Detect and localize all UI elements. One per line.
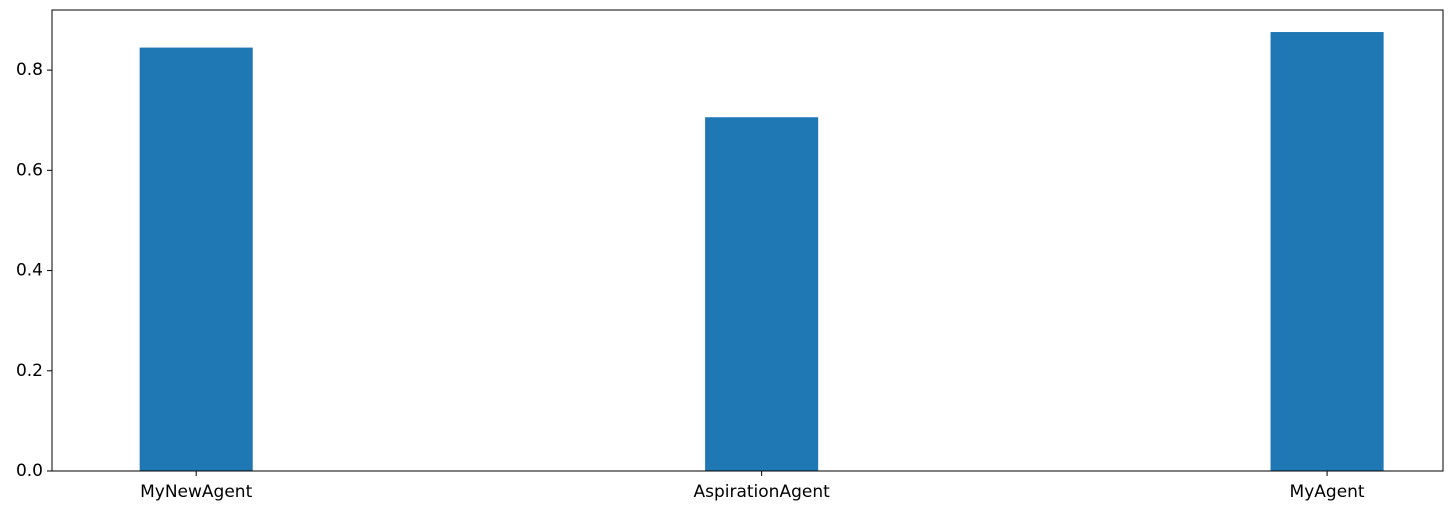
bar-aspirationagent [705, 117, 819, 471]
y-tick-label: 0.8 [16, 60, 43, 80]
x-tick-label-aspirationagent: AspirationAgent [693, 482, 830, 502]
bar-mynewagent [139, 47, 253, 472]
y-tick-label: 0.2 [16, 361, 43, 381]
y-tick-label: 0.6 [16, 160, 43, 180]
bars-group [139, 32, 1384, 472]
x-tick-label-mynewagent: MyNewAgent [140, 482, 252, 502]
y-tick-label: 0.0 [16, 461, 43, 481]
y-axis: 0.0 0.2 0.4 0.6 0.8 [16, 60, 52, 481]
bar-myagent [1270, 32, 1384, 472]
x-tick-label-myagent: MyAgent [1290, 482, 1365, 502]
y-tick-label: 0.4 [16, 261, 43, 281]
x-axis: MyNewAgent AspirationAgent MyAgent [140, 471, 1365, 502]
plot-frame [51, 9, 1444, 472]
